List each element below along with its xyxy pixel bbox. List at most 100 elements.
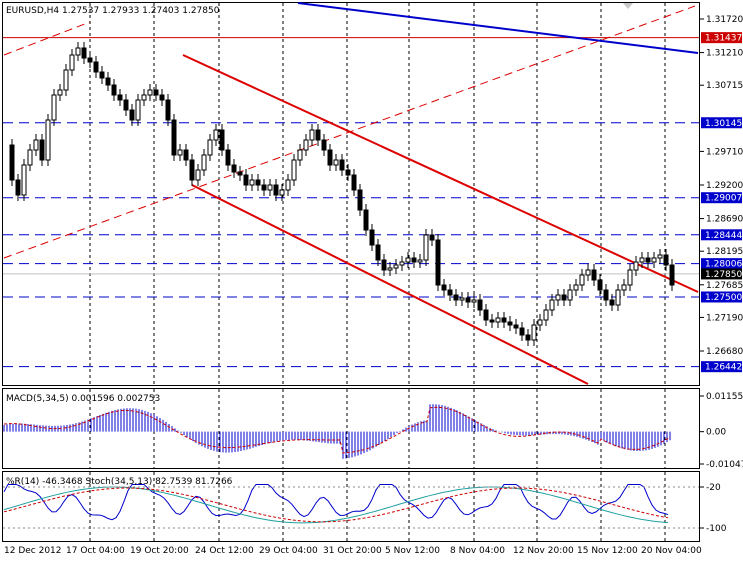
candle-body bbox=[147, 89, 153, 96]
price-tick-label: 1.30715 bbox=[706, 81, 743, 91]
candle-body bbox=[495, 317, 501, 323]
candle-body bbox=[231, 164, 237, 173]
channel-lower-line[interactable] bbox=[191, 184, 589, 385]
candle-body bbox=[351, 174, 357, 191]
candlesticks bbox=[9, 42, 675, 346]
candle-body bbox=[249, 179, 255, 186]
candle-body bbox=[327, 149, 333, 166]
candle-body bbox=[345, 169, 351, 176]
red-dashed-trend-upper[interactable] bbox=[3, 21, 91, 56]
candle-body bbox=[279, 189, 285, 196]
candle-body bbox=[315, 129, 321, 141]
price-level-label: 1.30145 bbox=[705, 119, 742, 129]
candle-body bbox=[63, 69, 69, 91]
candle-body bbox=[573, 284, 579, 291]
candle-body bbox=[297, 149, 303, 161]
candle-body bbox=[135, 99, 141, 121]
time-axis-label: 8 Nov 04:00 bbox=[450, 546, 505, 556]
candle-body bbox=[519, 327, 525, 336]
stoch-axis: -20 -100 bbox=[3, 483, 727, 534]
candle-body bbox=[393, 264, 399, 269]
candle-body bbox=[417, 259, 423, 263]
candle-body bbox=[165, 99, 171, 121]
candle-body bbox=[489, 319, 495, 323]
time-axis-label: 31 Oct 20:00 bbox=[323, 546, 382, 556]
candle-body bbox=[219, 129, 225, 151]
candle-body bbox=[141, 94, 147, 101]
candle-body bbox=[45, 119, 51, 161]
candle-body bbox=[465, 297, 471, 303]
candle-body bbox=[87, 57, 93, 63]
blue-trend-line[interactable] bbox=[297, 2, 699, 54]
price-level-labels: 1.31437 1.30145 1.29007 1.28444 1.280061.278… bbox=[701, 32, 742, 373]
channel-upper-line[interactable] bbox=[182, 54, 699, 293]
candle-body bbox=[189, 159, 195, 181]
candle-body bbox=[111, 84, 117, 96]
price-level-label: 1.28006 bbox=[705, 260, 742, 270]
time-axis-label: 29 Oct 04:00 bbox=[259, 546, 318, 556]
candle-body bbox=[153, 89, 159, 96]
candle-body bbox=[447, 289, 453, 296]
macd-histogram bbox=[3, 404, 671, 459]
candle-body bbox=[69, 54, 75, 71]
candle-body bbox=[201, 154, 207, 171]
candle-body bbox=[387, 267, 393, 271]
candle-body bbox=[285, 179, 291, 191]
time-axis-label: 5 Nov 12:00 bbox=[385, 546, 440, 556]
main-chart-frame[interactable] bbox=[2, 2, 700, 386]
time-axis-label: 17 Oct 04:00 bbox=[66, 546, 125, 556]
candle-body bbox=[207, 139, 213, 156]
candle-body bbox=[537, 319, 543, 326]
candle-body bbox=[663, 254, 669, 266]
candle-body bbox=[225, 149, 231, 166]
macd-frame[interactable] bbox=[2, 388, 700, 469]
candle-body bbox=[27, 149, 33, 166]
candle-body bbox=[93, 61, 99, 73]
price-tick-label: 1.27190 bbox=[706, 313, 743, 323]
candle-body bbox=[171, 119, 177, 156]
candle-body bbox=[579, 274, 585, 286]
candle-body bbox=[669, 264, 675, 286]
candle-body bbox=[363, 209, 369, 231]
price-level-label: 1.29007 bbox=[705, 194, 742, 204]
candle-body bbox=[627, 269, 633, 286]
time-axis-label: 15 Nov 12:00 bbox=[577, 546, 638, 556]
price-tick-label: 1.31210 bbox=[706, 49, 743, 59]
candle-body bbox=[39, 139, 45, 161]
candle-body bbox=[471, 299, 477, 303]
price-level-badge bbox=[701, 258, 742, 270]
price-level-label: 1.31437 bbox=[705, 34, 742, 44]
candle-body bbox=[405, 257, 411, 263]
candle-body bbox=[411, 257, 417, 263]
candle-body bbox=[99, 71, 105, 79]
candle-body bbox=[15, 179, 21, 196]
candle-body bbox=[369, 229, 375, 246]
price-level-label: 1.27500 bbox=[705, 293, 742, 303]
candle-body bbox=[261, 184, 267, 191]
candle-body bbox=[453, 294, 459, 301]
price-level-badge bbox=[701, 291, 742, 303]
candle-body bbox=[243, 174, 249, 186]
candle-body bbox=[57, 89, 63, 96]
candle-body bbox=[651, 257, 657, 263]
candle-body bbox=[129, 109, 135, 121]
candle-body bbox=[657, 254, 663, 259]
price-tick-label: 1.28690 bbox=[706, 215, 743, 225]
price-tick-label: 1.29200 bbox=[706, 181, 743, 191]
candle-body bbox=[621, 284, 627, 291]
price-level-label: 1.27850 bbox=[705, 270, 742, 280]
candle-body bbox=[645, 257, 651, 263]
candle-body bbox=[501, 317, 507, 323]
sell-arrow-icon[interactable] bbox=[623, 3, 633, 9]
time-axis-label: 24 Oct 12:00 bbox=[195, 546, 254, 556]
price-tick-label: 1.29710 bbox=[706, 147, 743, 157]
candle-body bbox=[255, 179, 261, 186]
candle-body bbox=[609, 299, 615, 306]
candle-body bbox=[603, 289, 609, 301]
candle-body bbox=[423, 234, 429, 261]
candle-body bbox=[321, 139, 327, 151]
candle-body bbox=[123, 99, 129, 111]
candle-body bbox=[597, 279, 603, 291]
candle-body bbox=[9, 144, 15, 181]
